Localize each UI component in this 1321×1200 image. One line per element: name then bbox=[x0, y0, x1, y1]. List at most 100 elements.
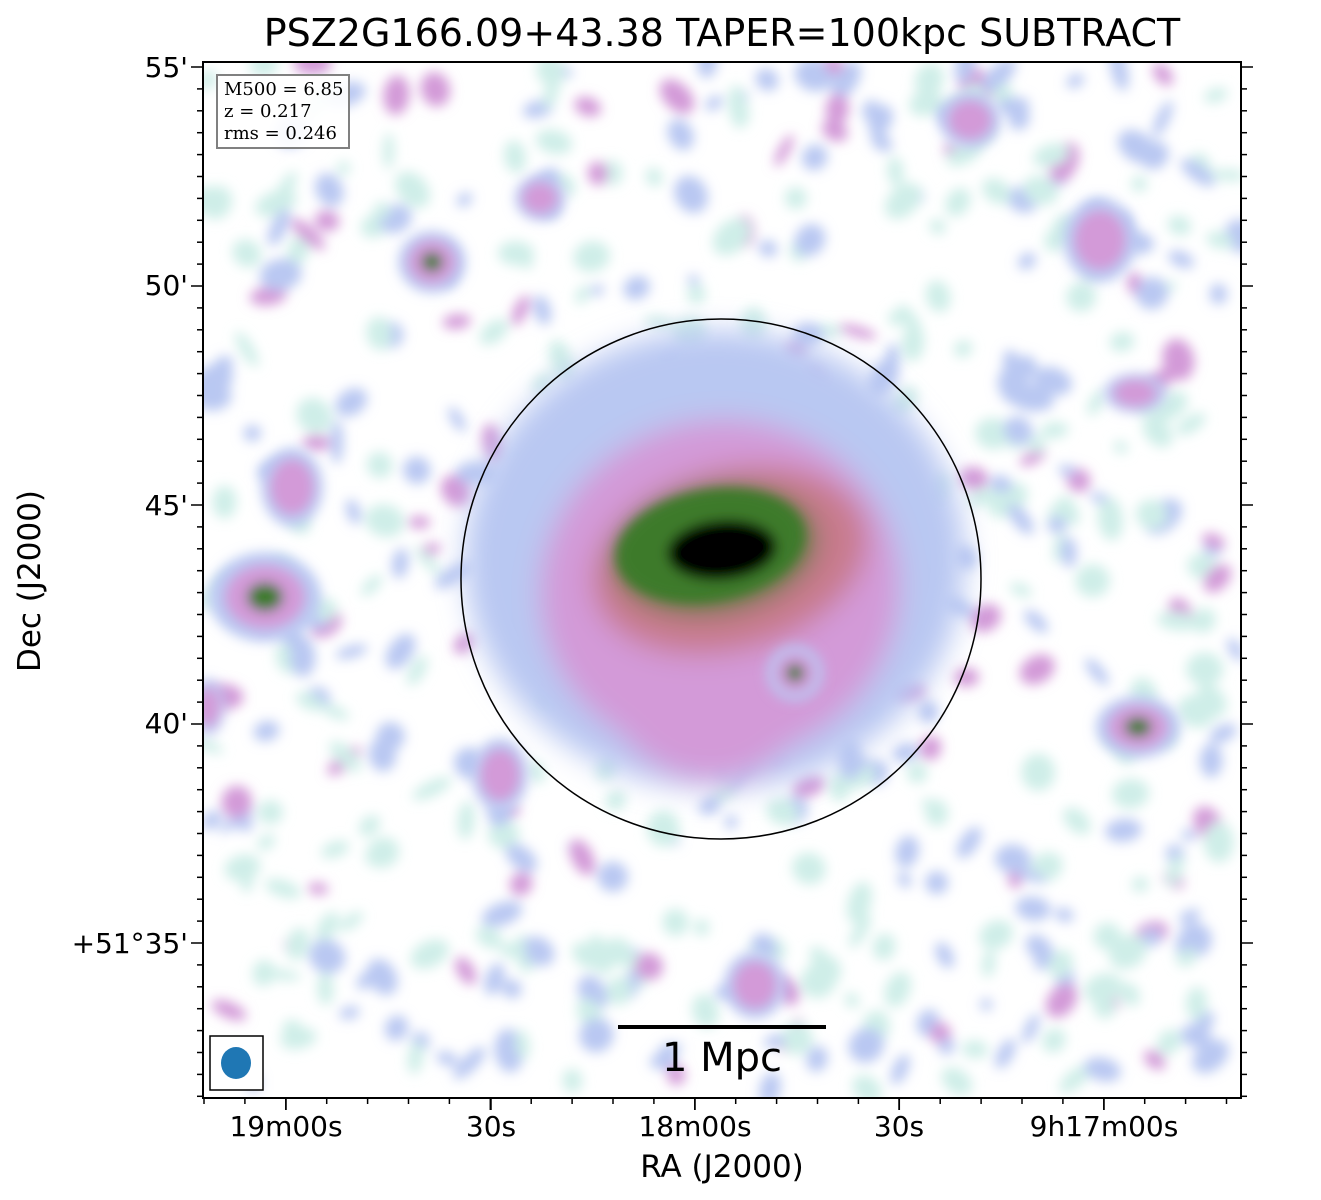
noise-blob bbox=[1142, 415, 1173, 448]
noise-blob bbox=[1178, 909, 1201, 924]
noise-blob bbox=[666, 1064, 686, 1086]
noise-blob bbox=[996, 97, 1030, 115]
x-tick-label: 30s bbox=[873, 1110, 925, 1143]
noise-blob bbox=[365, 843, 388, 867]
noise-blob bbox=[1180, 158, 1215, 187]
noise-blob bbox=[1206, 231, 1234, 249]
noise-blob bbox=[917, 700, 939, 724]
noise-blob bbox=[453, 1047, 486, 1080]
noise-blob bbox=[674, 175, 708, 214]
noise-blob bbox=[981, 62, 1017, 92]
y-tick-label: 45' bbox=[144, 489, 188, 522]
noise-blob bbox=[1003, 416, 1033, 445]
noise-blob bbox=[1166, 854, 1184, 888]
noise-blob bbox=[383, 75, 410, 115]
noise-blob bbox=[359, 815, 381, 837]
noise-blob bbox=[1109, 331, 1135, 352]
noise-blob bbox=[211, 999, 247, 1021]
noise-blob bbox=[890, 1054, 910, 1085]
noise-blob bbox=[212, 485, 237, 519]
noise-blob bbox=[203, 186, 222, 213]
noise-blob bbox=[406, 655, 428, 686]
x-tick-label: 9h17m00s bbox=[1029, 1110, 1179, 1143]
noise-blob bbox=[590, 284, 604, 297]
noise-blob bbox=[410, 939, 449, 969]
source-body bbox=[480, 749, 520, 801]
noise-blob bbox=[330, 420, 344, 465]
noise-blob bbox=[755, 68, 779, 91]
noise-blob bbox=[1025, 934, 1054, 963]
axis-ticks bbox=[191, 66, 1253, 1110]
x-tick-label: 18m00s bbox=[638, 1110, 752, 1143]
noise-blob bbox=[315, 173, 344, 207]
y-tick-label: 50' bbox=[144, 269, 188, 302]
noise-blob bbox=[259, 258, 302, 291]
noise-blob bbox=[967, 487, 997, 507]
noise-blob bbox=[535, 129, 573, 155]
noise-blob bbox=[794, 62, 835, 92]
noise-blob bbox=[758, 240, 778, 257]
noise-blob bbox=[533, 295, 552, 325]
noise-blob bbox=[1047, 516, 1068, 534]
noise-blob bbox=[970, 604, 1002, 633]
noise-blob bbox=[287, 235, 310, 265]
noise-blob bbox=[316, 912, 340, 942]
noise-blob bbox=[1012, 389, 1055, 412]
noise-blob bbox=[339, 1006, 360, 1020]
noise-blob bbox=[848, 1027, 885, 1063]
noise-blob bbox=[1180, 1023, 1212, 1048]
noise-blob bbox=[975, 417, 1012, 450]
noise-blob bbox=[488, 819, 520, 849]
noise-blob bbox=[499, 942, 527, 958]
noise-blob bbox=[366, 316, 393, 351]
y-tick-label: 40' bbox=[144, 707, 188, 740]
noise-blob bbox=[1087, 389, 1105, 416]
noise-blob bbox=[1186, 986, 1208, 1020]
noise-blob bbox=[892, 743, 919, 763]
noise-blob bbox=[522, 936, 555, 966]
noise-blob bbox=[293, 62, 333, 75]
noise-blob bbox=[289, 636, 316, 677]
noise-blob bbox=[412, 777, 452, 801]
noise-blob bbox=[1181, 829, 1197, 841]
noise-blob bbox=[1141, 928, 1161, 947]
noise-blob bbox=[203, 70, 217, 90]
noise-blob bbox=[1058, 464, 1077, 477]
noise-blob bbox=[240, 867, 254, 893]
noise-blob bbox=[1048, 949, 1073, 979]
noise-blob bbox=[821, 119, 848, 142]
noise-blob bbox=[1019, 449, 1046, 466]
noise-blob bbox=[667, 118, 694, 151]
noise-blob bbox=[261, 968, 301, 981]
noise-blob bbox=[850, 755, 868, 773]
noise-blob bbox=[509, 872, 533, 896]
noise-blob bbox=[849, 914, 871, 949]
noise-blob bbox=[321, 840, 350, 859]
noise-blob bbox=[1131, 176, 1148, 192]
noise-blob bbox=[1196, 685, 1227, 718]
noise-blob bbox=[569, 839, 596, 876]
noise-blob bbox=[408, 516, 431, 529]
noise-blob bbox=[1007, 871, 1022, 889]
noise-blob bbox=[1007, 503, 1034, 535]
noise-blob bbox=[366, 451, 393, 479]
noise-blob bbox=[420, 72, 451, 107]
noise-blob bbox=[373, 201, 391, 219]
noise-blob bbox=[1024, 609, 1049, 633]
noise-blob bbox=[780, 1022, 813, 1055]
noise-blob bbox=[317, 971, 334, 1006]
noise-blob bbox=[693, 919, 710, 936]
source-body bbox=[270, 459, 314, 515]
radio-image bbox=[203, 62, 1241, 1098]
noise-blob bbox=[1033, 143, 1070, 168]
noise-blob bbox=[1135, 277, 1169, 310]
noise-blob bbox=[1209, 723, 1237, 744]
noise-blob bbox=[981, 950, 996, 978]
noise-blob bbox=[885, 182, 922, 220]
noise-blob bbox=[1066, 73, 1085, 89]
noise-blob bbox=[440, 474, 472, 507]
noise-blob bbox=[1019, 654, 1055, 685]
noise-blob bbox=[597, 861, 628, 892]
